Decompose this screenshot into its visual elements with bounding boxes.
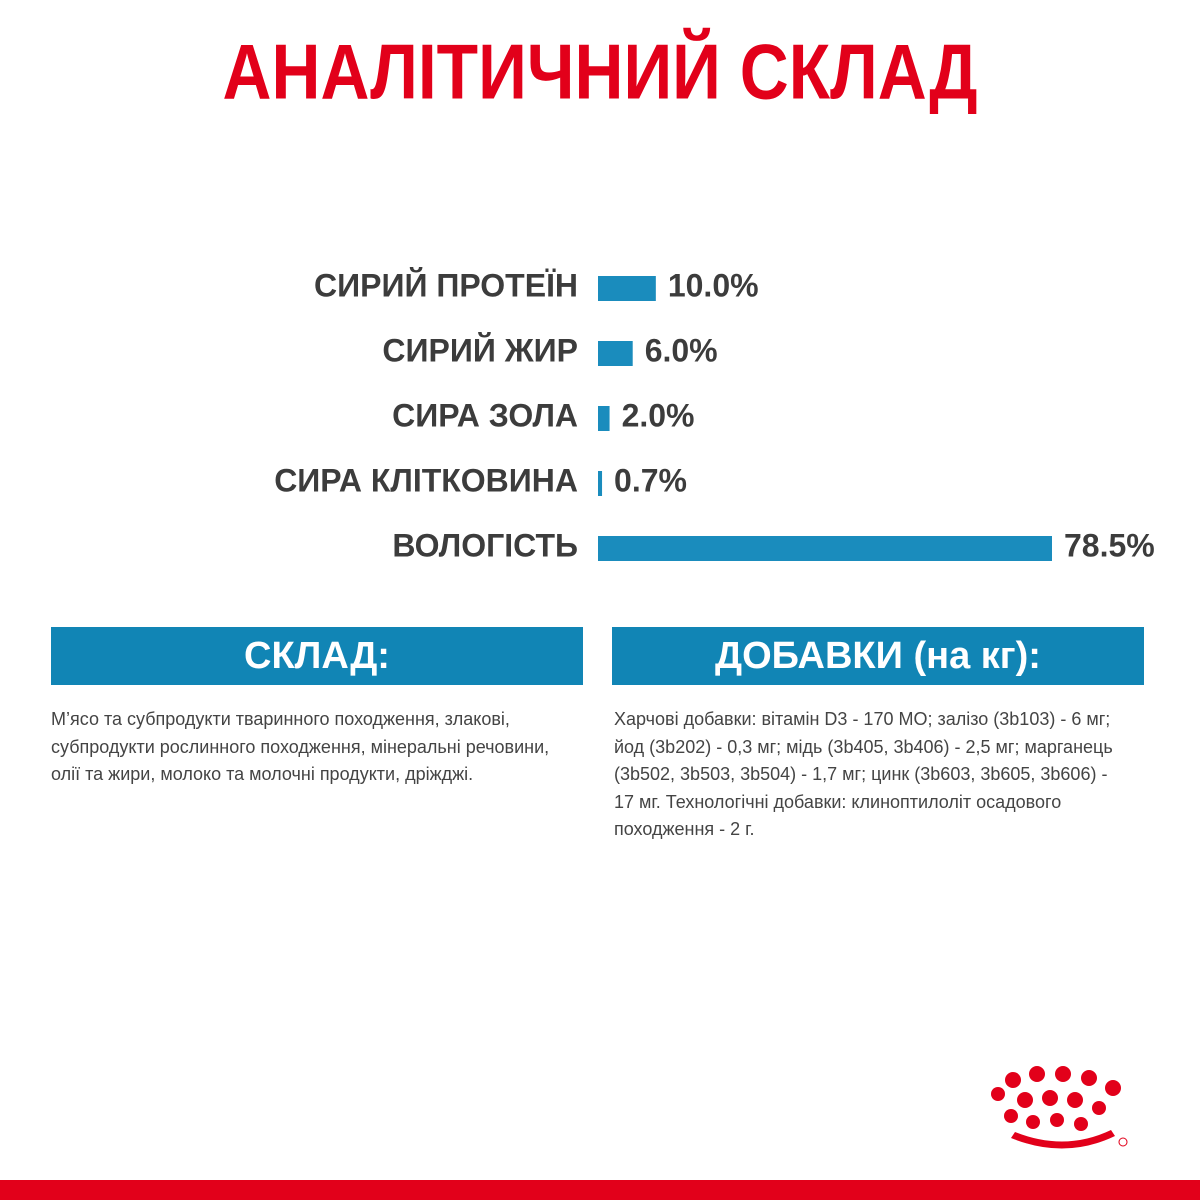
value-label: 6.0% (645, 332, 718, 368)
section-header: ДОБАВКИ (на кг): (612, 627, 1144, 685)
chart-title: АНАЛІТИЧНИЙ СКЛАД (223, 28, 978, 116)
bar (598, 341, 633, 366)
logo (991, 1066, 1128, 1149)
value-label: 2.0% (622, 397, 695, 433)
category-label: СИРИЙ ЖИР (382, 332, 578, 368)
value-label: 78.5% (1064, 527, 1155, 563)
bar (598, 471, 603, 496)
section-text: Харчові добавки: вітамін D3 - 170 МО; за… (614, 709, 1113, 839)
chart: АНАЛІТИЧНИЙ СКЛАД СИРИЙ ПРОТЕЇН 10.0% СИРИ… (223, 28, 1155, 564)
bar (598, 406, 610, 431)
category-label: СИРИЙ ПРОТЕЇН (314, 267, 578, 303)
value-label: 0.7% (614, 462, 687, 498)
category-label: ВОЛОГІСТЬ (392, 527, 578, 563)
section-text: М’ясо та субпродукти тваринного походжен… (51, 709, 550, 784)
bar (598, 276, 656, 301)
bar (598, 536, 1052, 561)
footer-stripe (0, 1180, 1200, 1200)
section-header: СКЛАД: (51, 627, 583, 685)
category-label: СИРА ЗОЛА (392, 397, 578, 433)
value-label: 10.0% (668, 267, 759, 303)
category-label: СИРА КЛІТКОВИНА (274, 462, 578, 498)
